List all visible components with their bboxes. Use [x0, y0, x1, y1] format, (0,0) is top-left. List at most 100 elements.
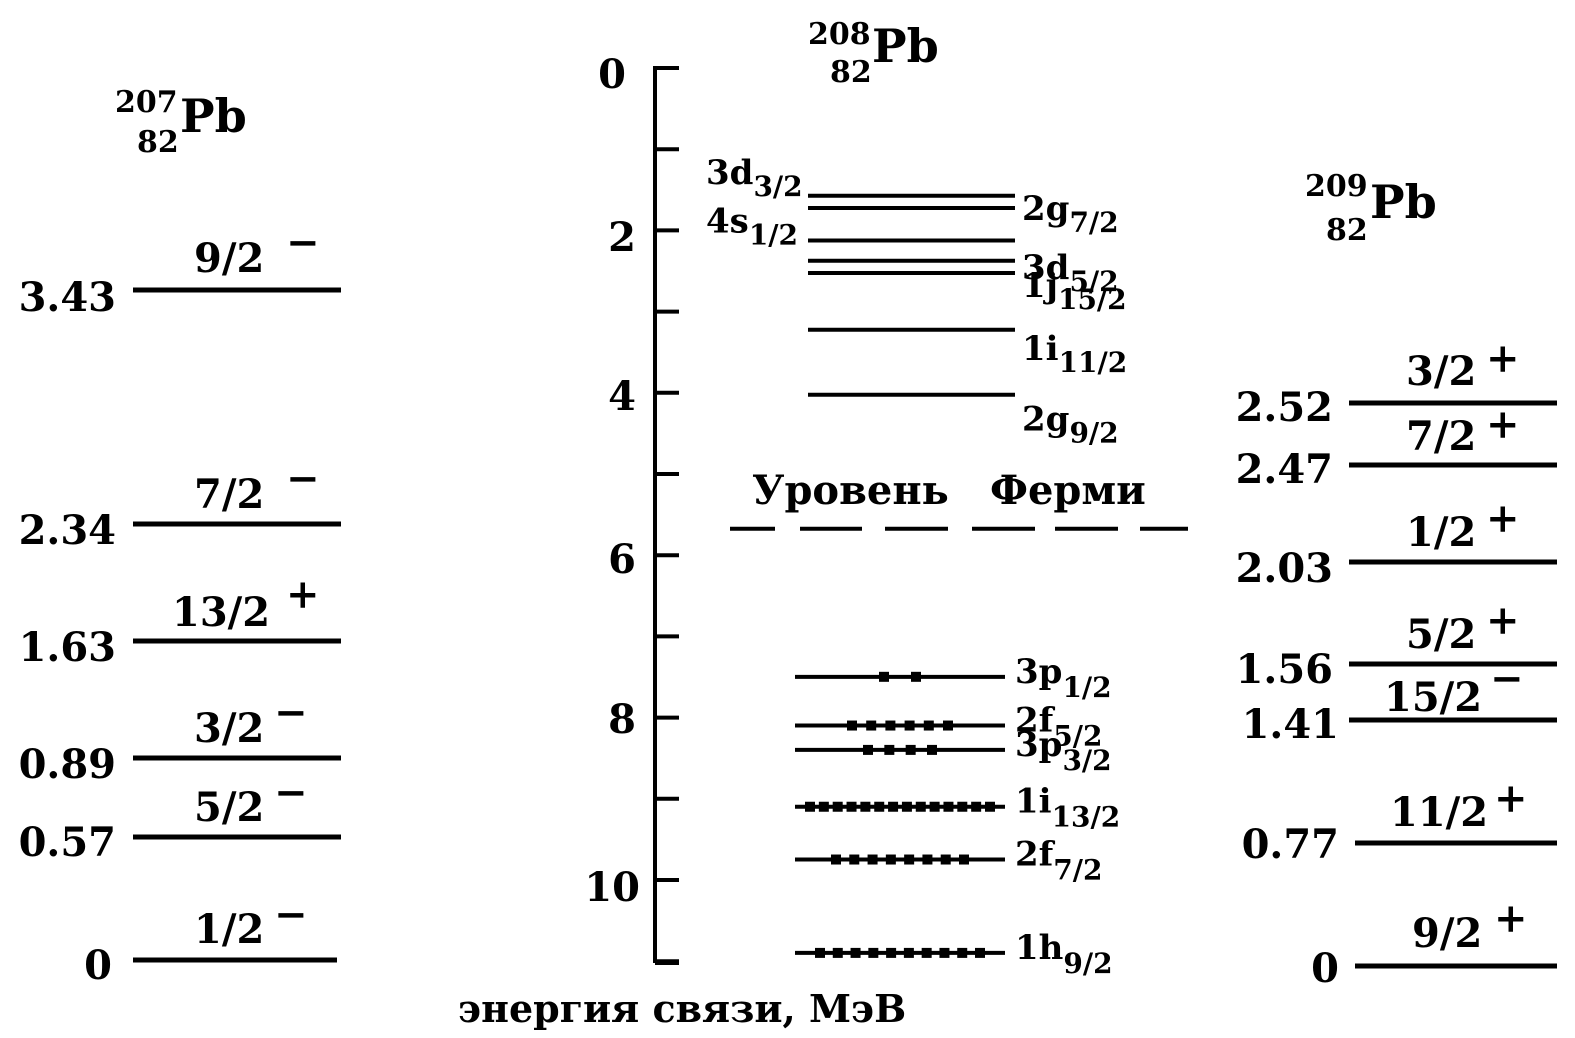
nucleon-marker: [860, 801, 871, 812]
nucleon-marker: [957, 801, 968, 812]
level-207-0-57: 0.57 5/2 −: [19, 769, 341, 866]
level-energy: 2.03: [1236, 545, 1333, 592]
level-209-2-47: 2.47 7/2 +: [1236, 401, 1557, 493]
nucleon-marker: [959, 854, 969, 865]
level-209-0-77: 0.77 11/2 +: [1242, 775, 1557, 868]
level-spin: 1/2: [1406, 509, 1476, 556]
nucleon-marker: [885, 720, 896, 731]
nucleon-marker: [847, 720, 857, 731]
level-energy: 2.47: [1236, 446, 1333, 493]
level-207-1-63: 1.63 13/2 +: [19, 571, 341, 671]
level-spin: 7/2: [1406, 413, 1476, 460]
shell-label: 1h9/2: [1015, 928, 1113, 980]
nucleon-marker: [832, 801, 843, 812]
nucleon-marker: [879, 671, 889, 682]
level-spin: 5/2: [1406, 611, 1476, 658]
panel-207pb: 207 Pb 82 3.43 9/2 − 2.34 7/2 − 1.63 13/…: [19, 85, 341, 989]
nucleon-marker: [915, 801, 926, 812]
nucleon-marker: [985, 801, 995, 812]
shell-label: 2g9/2: [1022, 400, 1119, 450]
level-parity: −: [274, 769, 308, 816]
level-parity: +: [1486, 597, 1520, 644]
level-spin: 9/2: [194, 235, 264, 282]
shell-label: 3d3/2: [706, 153, 803, 203]
level-209-2-03: 2.03 1/2 +: [1236, 495, 1557, 592]
level-spin: 7/2: [194, 471, 264, 518]
nucleon-marker: [957, 947, 968, 958]
level-energy: 0.57: [19, 819, 116, 866]
binding-energy-axis: 0 2 4 6 8 10 энергия связи, МэВ: [458, 51, 906, 1031]
level-energy: 1.41: [1242, 701, 1339, 748]
level-energy: 1.56: [1236, 646, 1333, 693]
level-209-1-56: 1.56 5/2 +: [1236, 597, 1557, 693]
nucleus-207-element: Pb: [180, 89, 247, 143]
level-energy: 0: [84, 942, 112, 989]
level-209-2-52: 2.52 3/2 +: [1236, 335, 1557, 431]
nucleon-marker: [911, 671, 921, 682]
level-energy: 2.34: [19, 507, 116, 554]
shell-label: 3p1/2: [1015, 652, 1112, 704]
nucleus-207-mass: 207: [115, 85, 178, 120]
nucleon-marker: [939, 947, 950, 958]
level-parity: +: [1486, 335, 1520, 382]
nucleon-marker: [885, 854, 896, 865]
level-parity: −: [274, 891, 308, 938]
nucleon-marker: [922, 854, 933, 865]
level-spin: 3/2: [194, 705, 264, 752]
nucleon-marker: [866, 720, 877, 731]
nucleus-209-mass: 209: [1305, 169, 1368, 204]
shell-label: 1j15/2: [1022, 266, 1127, 316]
shell-label: 1i13/2: [1015, 782, 1120, 834]
shell-label: 3p3/2: [1015, 725, 1112, 777]
nucleon-marker: [927, 744, 937, 755]
nucleon-marker: [874, 801, 885, 812]
level-spin: 3/2: [1406, 348, 1476, 395]
nucleon-marker: [929, 801, 940, 812]
nucleon-marker: [849, 854, 860, 865]
level-energy: 1.63: [19, 624, 116, 671]
level-parity: −: [274, 689, 308, 736]
nucleon-marker: [884, 744, 895, 755]
shell-label: 2f7/2: [1015, 835, 1103, 887]
level-parity: +: [1486, 495, 1520, 542]
shell-label: 2f5/2: [1015, 701, 1103, 753]
level-spin: 1/2: [194, 906, 264, 953]
nucleon-marker: [850, 947, 861, 958]
nucleon-marker: [921, 947, 932, 958]
nucleon-marker: [904, 854, 915, 865]
nucleon-marker: [923, 720, 934, 731]
level-207-0: 0 1/2 −: [84, 891, 337, 989]
level-207-3-43: 3.43 9/2 −: [19, 219, 341, 321]
nucleon-marker: [975, 947, 985, 958]
level-parity: −: [286, 219, 320, 266]
axis-label: энергия связи, МэВ: [458, 986, 906, 1031]
level-energy: 3.43: [19, 274, 116, 321]
fermi-label-word2: Ферми: [990, 467, 1146, 514]
nucleon-marker: [805, 801, 815, 812]
nucleon-marker: [846, 801, 857, 812]
nucleon-marker: [832, 947, 843, 958]
nucleus-208-mass: 208: [808, 17, 871, 52]
nucleus-208-charge: 82: [830, 55, 872, 90]
shell-label: 1i11/2: [1022, 329, 1127, 379]
level-energy: 0.77: [1242, 821, 1339, 868]
nucleon-marker: [940, 854, 951, 865]
level-energy: 0: [1311, 945, 1339, 992]
level-spin: 5/2: [194, 784, 264, 831]
nucleus-207-charge: 82: [137, 125, 179, 160]
level-parity: +: [286, 571, 320, 618]
tick-label-10: 10: [584, 864, 640, 911]
tick-label-4: 4: [608, 373, 636, 420]
nucleus-209-charge: 82: [1326, 213, 1368, 248]
nucleus-208-element: Pb: [872, 19, 939, 73]
nucleon-marker: [831, 854, 841, 865]
fermi-label-word1: Уровень: [752, 467, 949, 514]
nucleon-marker: [904, 720, 915, 731]
nucleon-marker: [868, 947, 879, 958]
nucleon-marker: [863, 744, 873, 755]
level-209-1-41: 1.41 15/2 −: [1242, 655, 1557, 748]
panel-208pb: 208 Pb 82 0 2 4 6 8 10 энергия связи, Мэ…: [458, 17, 1188, 1031]
shell-label: 2g7/2: [1022, 189, 1119, 239]
level-spin: 15/2: [1384, 674, 1482, 721]
